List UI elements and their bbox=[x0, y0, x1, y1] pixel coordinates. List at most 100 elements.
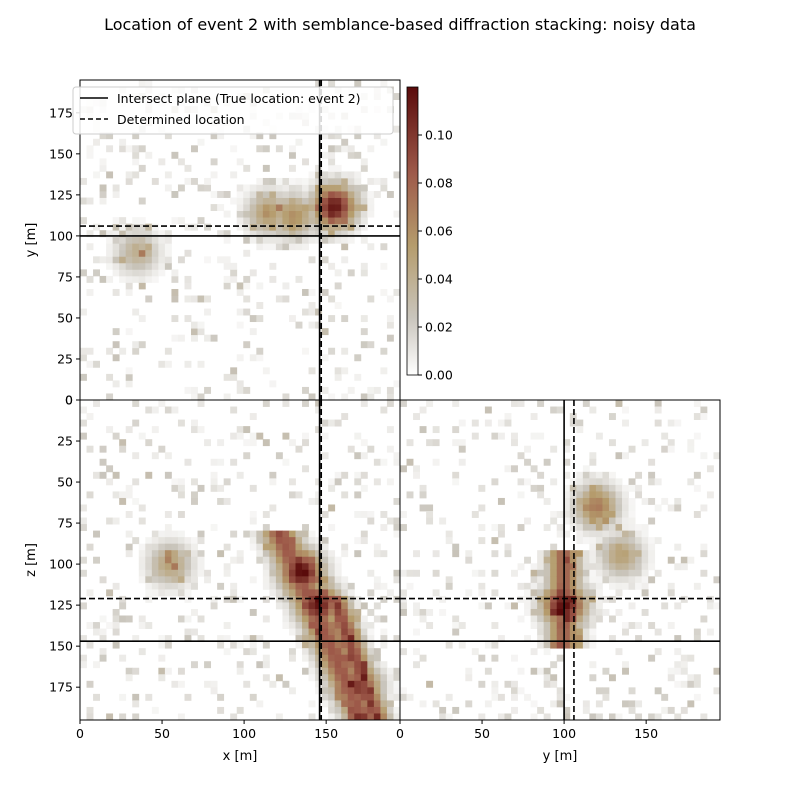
heatmap-cell bbox=[582, 602, 590, 610]
heatmap-cell bbox=[138, 269, 146, 277]
heatmap-cell bbox=[595, 537, 603, 545]
heatmap-cell bbox=[537, 589, 545, 597]
heatmap-cell bbox=[119, 275, 127, 283]
heatmap-cell bbox=[556, 582, 564, 590]
heatmap-cell bbox=[341, 674, 349, 682]
heatmap-cell bbox=[360, 184, 368, 192]
heatmap-cell bbox=[360, 674, 368, 682]
heatmap-cell bbox=[164, 249, 172, 257]
heatmap-cell bbox=[197, 360, 205, 368]
heatmap-cell bbox=[210, 484, 218, 492]
heatmap-cell bbox=[275, 295, 283, 303]
heatmap-cell bbox=[321, 628, 329, 636]
heatmap-cell bbox=[171, 563, 179, 571]
heatmap-cell bbox=[93, 171, 100, 179]
yz-y-tick-label: 50 bbox=[474, 726, 490, 741]
heatmap-cell bbox=[138, 197, 146, 205]
heatmap-cell bbox=[288, 439, 296, 447]
heatmap-cell bbox=[354, 132, 362, 140]
heatmap-cell bbox=[132, 478, 140, 486]
heatmap-cell bbox=[308, 223, 316, 231]
heatmap-cell bbox=[635, 524, 643, 532]
heatmap-cell bbox=[145, 223, 153, 231]
heatmap-cell bbox=[295, 622, 303, 629]
heatmap-cell bbox=[380, 138, 388, 146]
heatmap-cell bbox=[321, 256, 329, 264]
heatmap-cell bbox=[341, 608, 349, 616]
heatmap-cell bbox=[354, 635, 362, 643]
heatmap-cell bbox=[589, 537, 597, 545]
heatmap-cell bbox=[347, 230, 355, 238]
heatmap-cell bbox=[191, 563, 198, 571]
heatmap-cell bbox=[262, 661, 270, 669]
heatmap-cell bbox=[386, 315, 394, 323]
heatmap-cell bbox=[93, 360, 100, 368]
heatmap-cell bbox=[295, 197, 303, 205]
heatmap-cell bbox=[537, 622, 545, 629]
heatmap-cell bbox=[550, 608, 558, 616]
heatmap-cell bbox=[125, 256, 133, 264]
heatmap-cell bbox=[112, 236, 120, 244]
heatmap-cell bbox=[680, 661, 688, 669]
heatmap-cell bbox=[674, 661, 682, 669]
heatmap-cell bbox=[288, 537, 296, 545]
heatmap-cell bbox=[99, 158, 107, 166]
heatmap-cell bbox=[191, 628, 198, 636]
heatmap-cell bbox=[341, 243, 349, 251]
heatmap-cell bbox=[373, 667, 381, 675]
heatmap-cell bbox=[445, 713, 453, 721]
heatmap-cell bbox=[602, 537, 610, 545]
heatmap-cell bbox=[138, 615, 146, 623]
heatmap-cell bbox=[106, 230, 114, 238]
heatmap-cell bbox=[628, 504, 636, 512]
heatmap-cell bbox=[243, 426, 251, 434]
yz-y-tick-label: 150 bbox=[634, 726, 658, 741]
heatmap-cell bbox=[275, 223, 283, 231]
heatmap-cell bbox=[576, 471, 584, 479]
heatmap-cell bbox=[608, 511, 616, 518]
heatmap-cell bbox=[288, 184, 296, 192]
heatmap-cell bbox=[700, 713, 708, 721]
heatmap-cell bbox=[328, 556, 336, 564]
heatmap-cell bbox=[386, 400, 394, 407]
heatmap-cell bbox=[622, 700, 629, 708]
heatmap-cell bbox=[204, 569, 212, 577]
heatmap-cell bbox=[517, 582, 525, 590]
heatmap-cell bbox=[354, 204, 362, 212]
heatmap-cell bbox=[608, 569, 616, 577]
heatmap-cell bbox=[334, 661, 342, 669]
heatmap-cell bbox=[184, 249, 192, 257]
heatmap-cell bbox=[393, 125, 401, 133]
heatmap-cell bbox=[497, 635, 505, 643]
heatmap-cell bbox=[393, 497, 401, 505]
heatmap-cell bbox=[119, 654, 127, 662]
heatmap-cell bbox=[158, 400, 166, 407]
heatmap-cell bbox=[106, 262, 114, 270]
heatmap-cell bbox=[210, 204, 218, 212]
heatmap-cell bbox=[243, 217, 251, 225]
heatmap-cell bbox=[230, 458, 238, 466]
heatmap-cell bbox=[341, 713, 349, 721]
heatmap-cell bbox=[315, 191, 323, 198]
heatmap-cell bbox=[171, 478, 179, 486]
heatmap-cell bbox=[236, 641, 244, 649]
heatmap-cell bbox=[700, 550, 708, 558]
heatmap-cell bbox=[243, 164, 251, 172]
heatmap-cell bbox=[602, 563, 610, 571]
heatmap-cell bbox=[197, 393, 205, 401]
heatmap-cell bbox=[132, 635, 140, 643]
heatmap-cell bbox=[197, 295, 205, 303]
heatmap-cell bbox=[530, 589, 538, 597]
heatmap-cell bbox=[112, 608, 120, 616]
heatmap-cell bbox=[334, 197, 342, 205]
heatmap-cell bbox=[595, 478, 603, 486]
heatmap-cell bbox=[622, 517, 629, 525]
heatmap-cell bbox=[86, 491, 94, 499]
heatmap-cell bbox=[491, 680, 499, 688]
heatmap-cell bbox=[347, 445, 355, 453]
heatmap-cell bbox=[641, 530, 649, 538]
heatmap-cell bbox=[680, 556, 688, 564]
heatmap-cell bbox=[171, 151, 179, 159]
heatmap-cell bbox=[151, 236, 159, 244]
heatmap-cell bbox=[543, 641, 551, 649]
